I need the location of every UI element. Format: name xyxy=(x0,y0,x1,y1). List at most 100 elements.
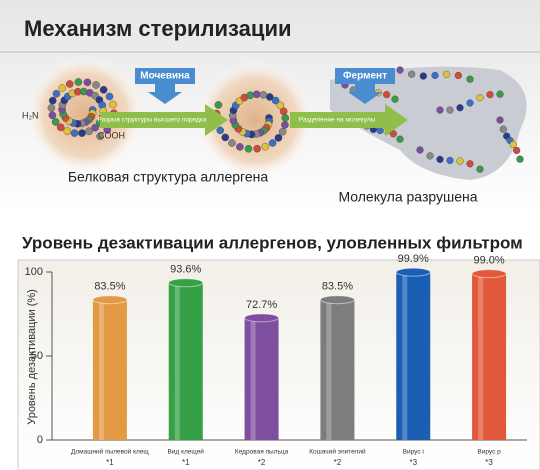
y-tick-label: 0 xyxy=(37,434,43,446)
caption: Молекула разрушена xyxy=(338,189,477,205)
bead xyxy=(497,91,504,98)
bead xyxy=(437,156,444,163)
bar-shine xyxy=(251,318,256,440)
bead xyxy=(57,124,64,131)
y-tick-label: 100 xyxy=(25,266,43,278)
step-label: Разрыв структуры высшего порядка xyxy=(98,117,207,124)
bead xyxy=(269,139,276,146)
x-tick-label: Домашний пылевой клещ xyxy=(71,448,149,456)
footnote-mark: *1 xyxy=(182,458,190,467)
terminus-label: COOH xyxy=(98,130,125,140)
bead xyxy=(85,128,92,135)
bead xyxy=(279,128,286,135)
bead xyxy=(84,79,91,86)
bead xyxy=(513,147,520,154)
bead xyxy=(457,158,464,165)
bead xyxy=(437,107,444,114)
bar xyxy=(169,283,203,440)
bar-shine xyxy=(402,272,407,440)
bead xyxy=(49,112,56,119)
bar-top xyxy=(169,279,203,287)
bead xyxy=(447,107,454,114)
bead xyxy=(477,94,484,101)
bar-shine xyxy=(175,283,180,440)
bead xyxy=(432,72,439,79)
section-title: Механизм стерилизации xyxy=(24,16,292,41)
bar-shine xyxy=(99,300,104,440)
bead xyxy=(215,101,222,108)
bar xyxy=(472,274,506,440)
bead xyxy=(247,92,254,99)
bead xyxy=(109,101,116,108)
footnote-mark: *2 xyxy=(258,458,266,467)
bar-top xyxy=(245,314,279,322)
bar-shine xyxy=(326,300,331,440)
x-tick-label: Вид клещей xyxy=(168,448,205,456)
step-label: Разделение на молекулы xyxy=(299,117,376,124)
bar xyxy=(93,300,127,440)
bead xyxy=(222,134,229,141)
value-label: 83.5% xyxy=(94,281,125,293)
bead xyxy=(487,91,494,98)
bead xyxy=(397,67,404,74)
bead xyxy=(275,134,282,141)
bead xyxy=(66,80,73,87)
bead xyxy=(280,108,287,115)
bead xyxy=(282,114,289,121)
bead xyxy=(497,117,504,124)
value-label: 93.6% xyxy=(170,264,201,276)
bead xyxy=(71,130,78,137)
bead xyxy=(420,73,427,80)
bead xyxy=(392,96,399,103)
bead xyxy=(78,130,85,137)
bead xyxy=(228,139,235,146)
reagent-label: Фермент xyxy=(343,71,387,82)
bead xyxy=(467,76,474,83)
bead xyxy=(455,72,462,79)
x-tick-label: Кошачий эпителий xyxy=(309,448,366,456)
x-tick-label: Вирус i xyxy=(403,449,424,456)
bar-top xyxy=(93,296,127,304)
bead xyxy=(48,104,55,111)
bar-top xyxy=(320,296,354,304)
bead xyxy=(59,84,66,91)
page-canvas: Механизм стерилизации Разрыв структуры в… xyxy=(0,0,540,470)
bead xyxy=(477,166,484,173)
bead xyxy=(417,147,424,154)
bead xyxy=(254,145,261,152)
bead xyxy=(106,93,113,100)
bar xyxy=(320,300,354,440)
bead xyxy=(92,81,99,88)
bead xyxy=(245,145,252,152)
bead xyxy=(510,141,517,148)
caption: Белковая структура аллергена xyxy=(68,169,268,185)
bar xyxy=(245,318,279,440)
reagent-label: Мочевина xyxy=(140,71,190,82)
x-tick-label: Вирус p xyxy=(477,449,501,456)
bead xyxy=(397,136,404,143)
bead xyxy=(467,100,474,107)
bead xyxy=(253,91,260,98)
bead xyxy=(467,160,474,167)
footnote-mark: *2 xyxy=(334,458,342,467)
value-label: 99.9% xyxy=(398,253,429,265)
page: {"header": {"title": "Механизм стерилиза… xyxy=(0,0,540,470)
value-label: 72.7% xyxy=(246,299,277,311)
bead xyxy=(443,71,450,78)
bead xyxy=(383,91,390,98)
bead xyxy=(447,157,454,164)
bar-top xyxy=(472,270,506,278)
terminus-label: H₂N xyxy=(22,110,39,120)
bead xyxy=(236,143,243,150)
bar-top xyxy=(396,268,430,276)
bead xyxy=(517,156,524,163)
bead xyxy=(49,97,56,104)
chart-title: Уровень дезактивации аллергенов, уловлен… xyxy=(22,233,523,252)
bar-shine xyxy=(478,274,483,440)
footnote-mark: *3 xyxy=(409,458,417,467)
bead xyxy=(260,91,267,98)
bead xyxy=(64,128,71,135)
bead xyxy=(408,71,415,78)
value-label: 83.5% xyxy=(322,281,353,293)
footnote-mark: *3 xyxy=(485,458,493,467)
